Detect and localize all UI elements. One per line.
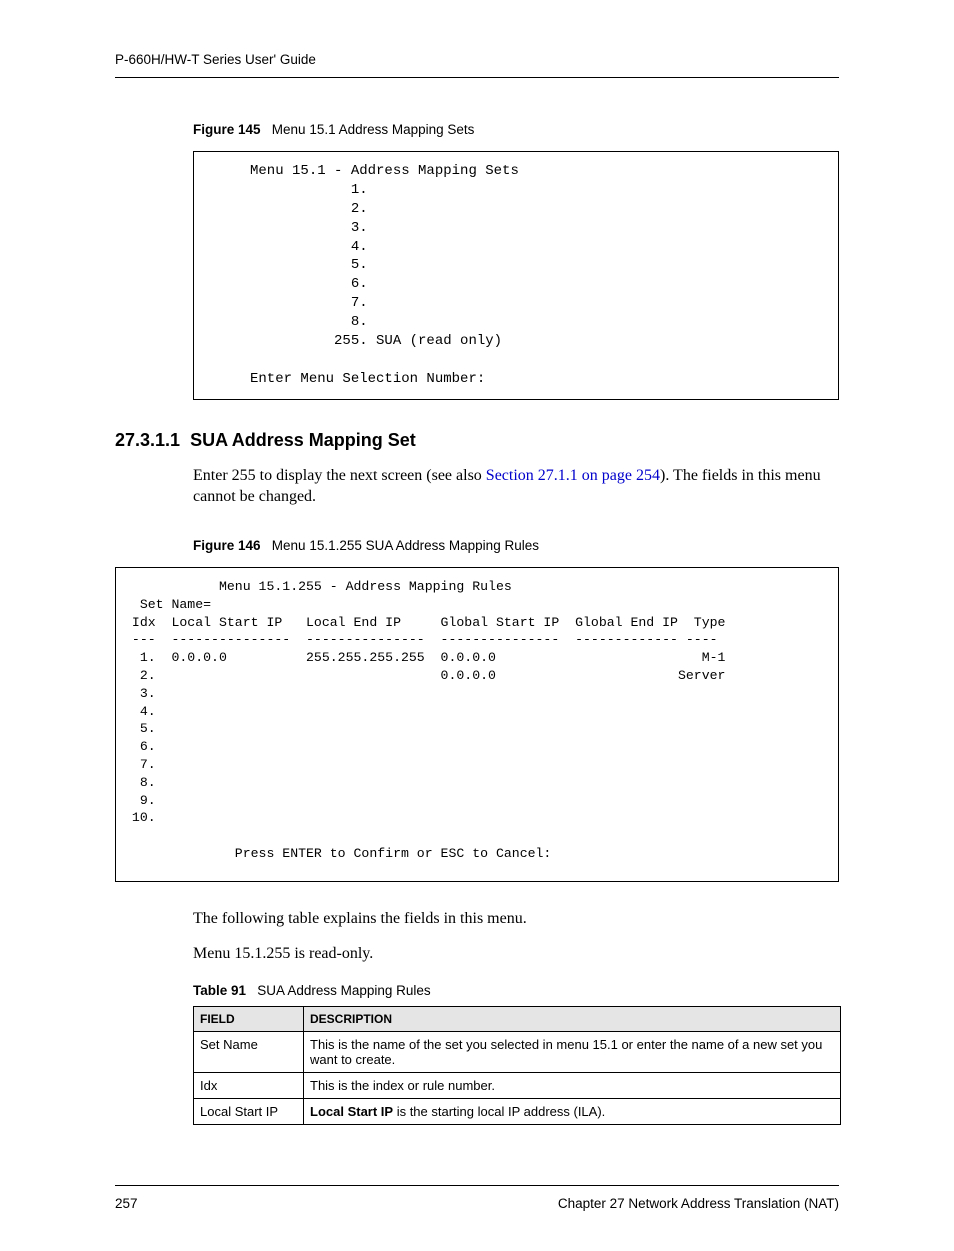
chapter-title: Chapter 27 Network Address Translation (… (558, 1196, 839, 1211)
guide-title: P-660H/HW-T Series User' Guide (115, 52, 316, 67)
section-link[interactable]: Section 27.1.1 on page 254 (486, 467, 660, 484)
para1-pre: Enter 255 to display the next screen (se… (193, 467, 486, 484)
cell-field: Local Start IP (194, 1099, 304, 1125)
section-heading: 27.3.1.1 SUA Address Mapping Set (115, 430, 839, 451)
col-field: FIELD (194, 1007, 304, 1032)
section-title: SUA Address Mapping Set (190, 430, 416, 450)
col-description: DESCRIPTION (304, 1007, 841, 1032)
figure-146-caption: Figure 146 Menu 15.1.255 SUA Address Map… (115, 538, 839, 553)
figure-145-caption: Figure 145 Menu 15.1 Address Mapping Set… (115, 122, 839, 137)
table-91: FIELD DESCRIPTION Set Name This is the n… (193, 1006, 841, 1125)
figure-146-content: Menu 15.1.255 - Address Mapping Rules Se… (115, 567, 839, 882)
page-footer: 257 Chapter 27 Network Address Translati… (115, 1185, 839, 1211)
cell-field: Idx (194, 1073, 304, 1099)
paragraph-3: Menu 15.1.255 is read-only. (115, 943, 839, 965)
page-header: P-660H/HW-T Series User' Guide (115, 52, 839, 78)
figure-145-label: Figure 145 (193, 122, 261, 137)
cell-desc: This is the name of the set you selected… (304, 1032, 841, 1073)
section-number: 27.3.1.1 (115, 430, 180, 450)
cell-desc-bold: Local Start IP (310, 1104, 393, 1119)
paragraph-2: The following table explains the fields … (115, 908, 839, 930)
paragraph-1: Enter 255 to display the next screen (se… (115, 465, 839, 508)
table-91-title: SUA Address Mapping Rules (257, 983, 430, 998)
figure-146-label: Figure 146 (193, 538, 261, 553)
figure-146-title: Menu 15.1.255 SUA Address Mapping Rules (272, 538, 539, 553)
table-row: Idx This is the index or rule number. (194, 1073, 841, 1099)
table-91-label: Table 91 (193, 983, 246, 998)
table-91-caption: Table 91 SUA Address Mapping Rules (115, 983, 839, 998)
table-row: Local Start IP Local Start IP is the sta… (194, 1099, 841, 1125)
cell-desc: This is the index or rule number. (304, 1073, 841, 1099)
cell-desc: Local Start IP is the starting local IP … (304, 1099, 841, 1125)
cell-desc-rest: is the starting local IP address (ILA). (393, 1104, 605, 1119)
figure-145-content: Menu 15.1 - Address Mapping Sets 1. 2. 3… (193, 151, 839, 400)
table-row: Set Name This is the name of the set you… (194, 1032, 841, 1073)
page-number: 257 (115, 1196, 138, 1211)
figure-145-title: Menu 15.1 Address Mapping Sets (272, 122, 475, 137)
cell-field: Set Name (194, 1032, 304, 1073)
table-header-row: FIELD DESCRIPTION (194, 1007, 841, 1032)
